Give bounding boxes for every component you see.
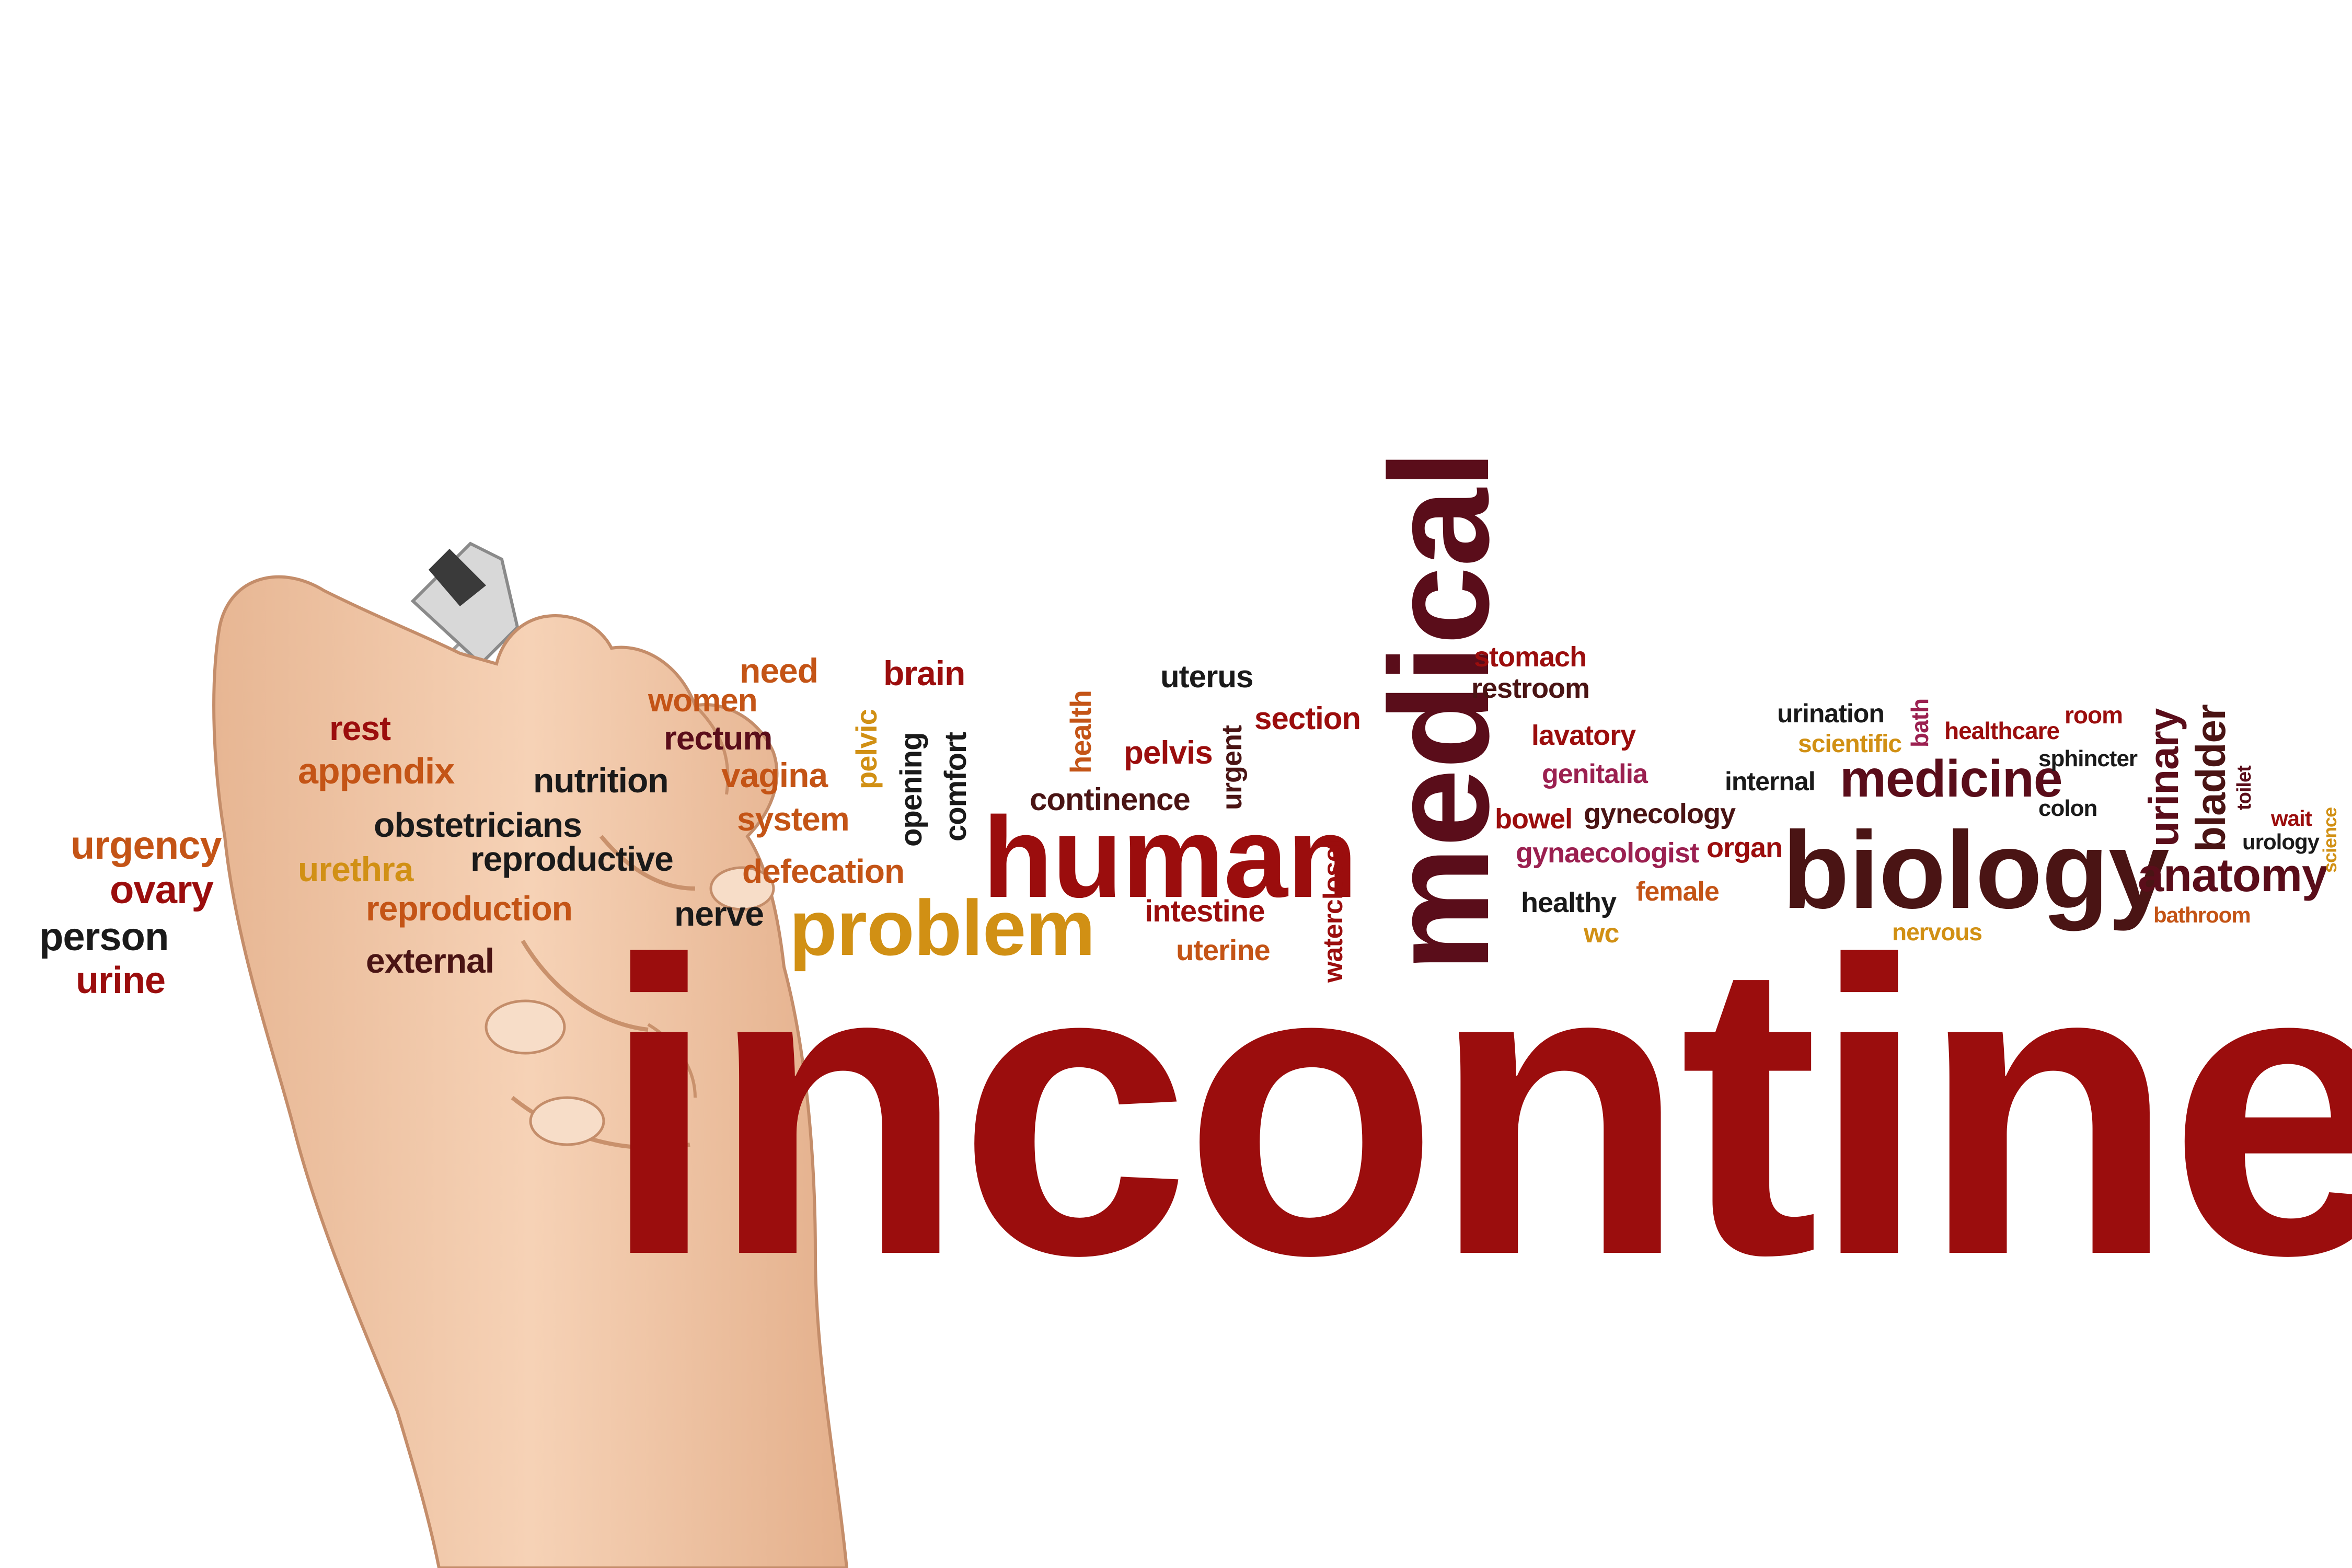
word-bath: bath [1906, 698, 1933, 747]
word-medical: medical [1361, 450, 1518, 972]
word-genitalia: genitalia [1542, 759, 1648, 789]
word-urology: urology [2242, 829, 2320, 854]
word-need: need [740, 651, 818, 690]
word-person: person [39, 915, 169, 959]
word-reproductive: reproductive [470, 839, 674, 878]
word-problem: problem [789, 884, 1096, 972]
word-lavatory: lavatory [1531, 720, 1636, 751]
word-appendix: appendix [298, 751, 455, 791]
word-section: section [1254, 701, 1361, 736]
word-gynecology: gynecology [1584, 798, 1736, 829]
word-gynaecologist: gynaecologist [1516, 837, 1699, 869]
word-nutrition: nutrition [533, 761, 669, 800]
word-vagina: vagina [721, 756, 828, 794]
hero-word-incontinence: incontinence [601, 874, 2352, 1342]
word-obstetricians: obstetricians [374, 805, 582, 844]
word-uterus: uterus [1160, 659, 1253, 694]
word-wait: wait [2271, 806, 2312, 831]
word-comfort: comfort [939, 732, 973, 841]
word-room: room [2065, 701, 2123, 729]
word-female: female [1636, 877, 1720, 907]
word-colon: colon [2038, 795, 2097, 821]
word-uterine: uterine [1176, 933, 1271, 966]
word-healthy: healthy [1521, 887, 1617, 918]
word-stomach: stomach [1474, 641, 1587, 673]
word-urination: urination [1777, 699, 1885, 728]
word-scientific: scientific [1798, 730, 1902, 758]
word-organ: organ [1707, 832, 1783, 863]
word-pelvis: pelvis [1124, 735, 1213, 771]
word-rectum: rectum [664, 719, 773, 757]
word-reproduction: reproduction [366, 889, 573, 928]
word-continence: continence [1030, 782, 1191, 817]
word-intestine: intestine [1145, 894, 1265, 928]
word-system: system [737, 800, 850, 838]
word-watercloset: watercloset [1318, 838, 1348, 983]
word-healthcare: healthcare [1944, 717, 2060, 744]
word-pelvic: pelvic [850, 709, 883, 789]
word-women: women [648, 683, 758, 719]
word-restroom: restroom [1471, 673, 1590, 704]
word-bathroom: bathroom [2153, 903, 2251, 927]
word-ovary: ovary [110, 868, 214, 912]
word-urgency: urgency [71, 823, 222, 868]
word-human: human [983, 793, 1357, 921]
word-anatomy: anatomy [2138, 849, 2328, 902]
word-bladder: bladder [2187, 705, 2234, 852]
word-urethra: urethra [298, 850, 413, 889]
word-nerve: nerve [674, 894, 764, 933]
word-health: health [1064, 690, 1097, 774]
word-nervous: nervous [1892, 918, 1982, 946]
word-sphincter: sphincter [2038, 746, 2138, 771]
word-defecation: defecation [742, 852, 905, 890]
word-rest: rest [329, 709, 391, 747]
word-medicine: medicine [1840, 750, 2062, 808]
word-science: science [2319, 807, 2341, 873]
word-opening: opening [894, 732, 928, 847]
hand [212, 575, 849, 1568]
word-wc: wc [1584, 918, 1619, 949]
word-internal: internal [1725, 767, 1816, 796]
word-toilet: toilet [2233, 766, 2255, 810]
word-urine: urine [76, 960, 166, 1001]
word-biology: biology [1782, 809, 2170, 931]
word-urgent: urgent [1216, 725, 1248, 810]
word-external: external [366, 941, 494, 980]
word-urinary: urinary [2140, 708, 2187, 847]
word-bowel: bowel [1495, 803, 1573, 835]
word-brain: brain [883, 654, 965, 693]
